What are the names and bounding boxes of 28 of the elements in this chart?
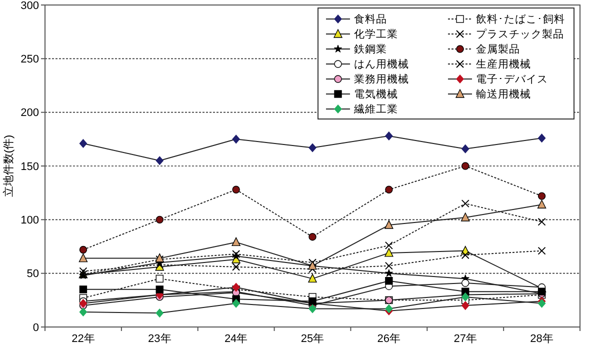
x-tick-label: 23年 [148,333,172,345]
y-tick-label: 0 [32,322,39,334]
legend-label: プラスチック製品 [476,28,564,41]
legend-label: 鉄鋼業 [354,44,387,56]
x-tick-label: 24年 [224,333,248,345]
legend-label: 電気機械 [354,88,398,101]
legend-label: はん用機械 [354,58,409,71]
y-tick-label: 100 [20,214,39,227]
legend-label: 化学工業 [354,28,398,41]
x-tick-label: 25年 [300,333,324,345]
y-tick-label: 200 [20,107,39,120]
y-tick-label: 300 [20,0,39,12]
legend-label: 業務用機械 [354,72,409,86]
y-tick-label: 50 [26,268,39,280]
x-tick-label: 26年 [377,333,401,345]
x-tick-label: 27年 [454,333,477,345]
legend-label: 電子･デバイス [476,74,548,86]
legend-label: 食料品 [354,12,387,26]
legend-label: 繊維工業 [353,102,398,116]
legend-label: 金属製品 [476,42,520,56]
x-tick-label: 22年 [72,333,95,345]
y-tick-label: 150 [20,160,39,173]
legend-label: 生産用機械 [476,58,531,71]
legend-label: 飲料･たばこ･飼料 [476,12,565,26]
x-tick-label: 28年 [530,333,554,345]
y-axis-title: 立地件数(件) [2,134,15,198]
y-tick-label: 250 [20,54,39,66]
legend-label: 輸送用機械 [476,88,531,101]
